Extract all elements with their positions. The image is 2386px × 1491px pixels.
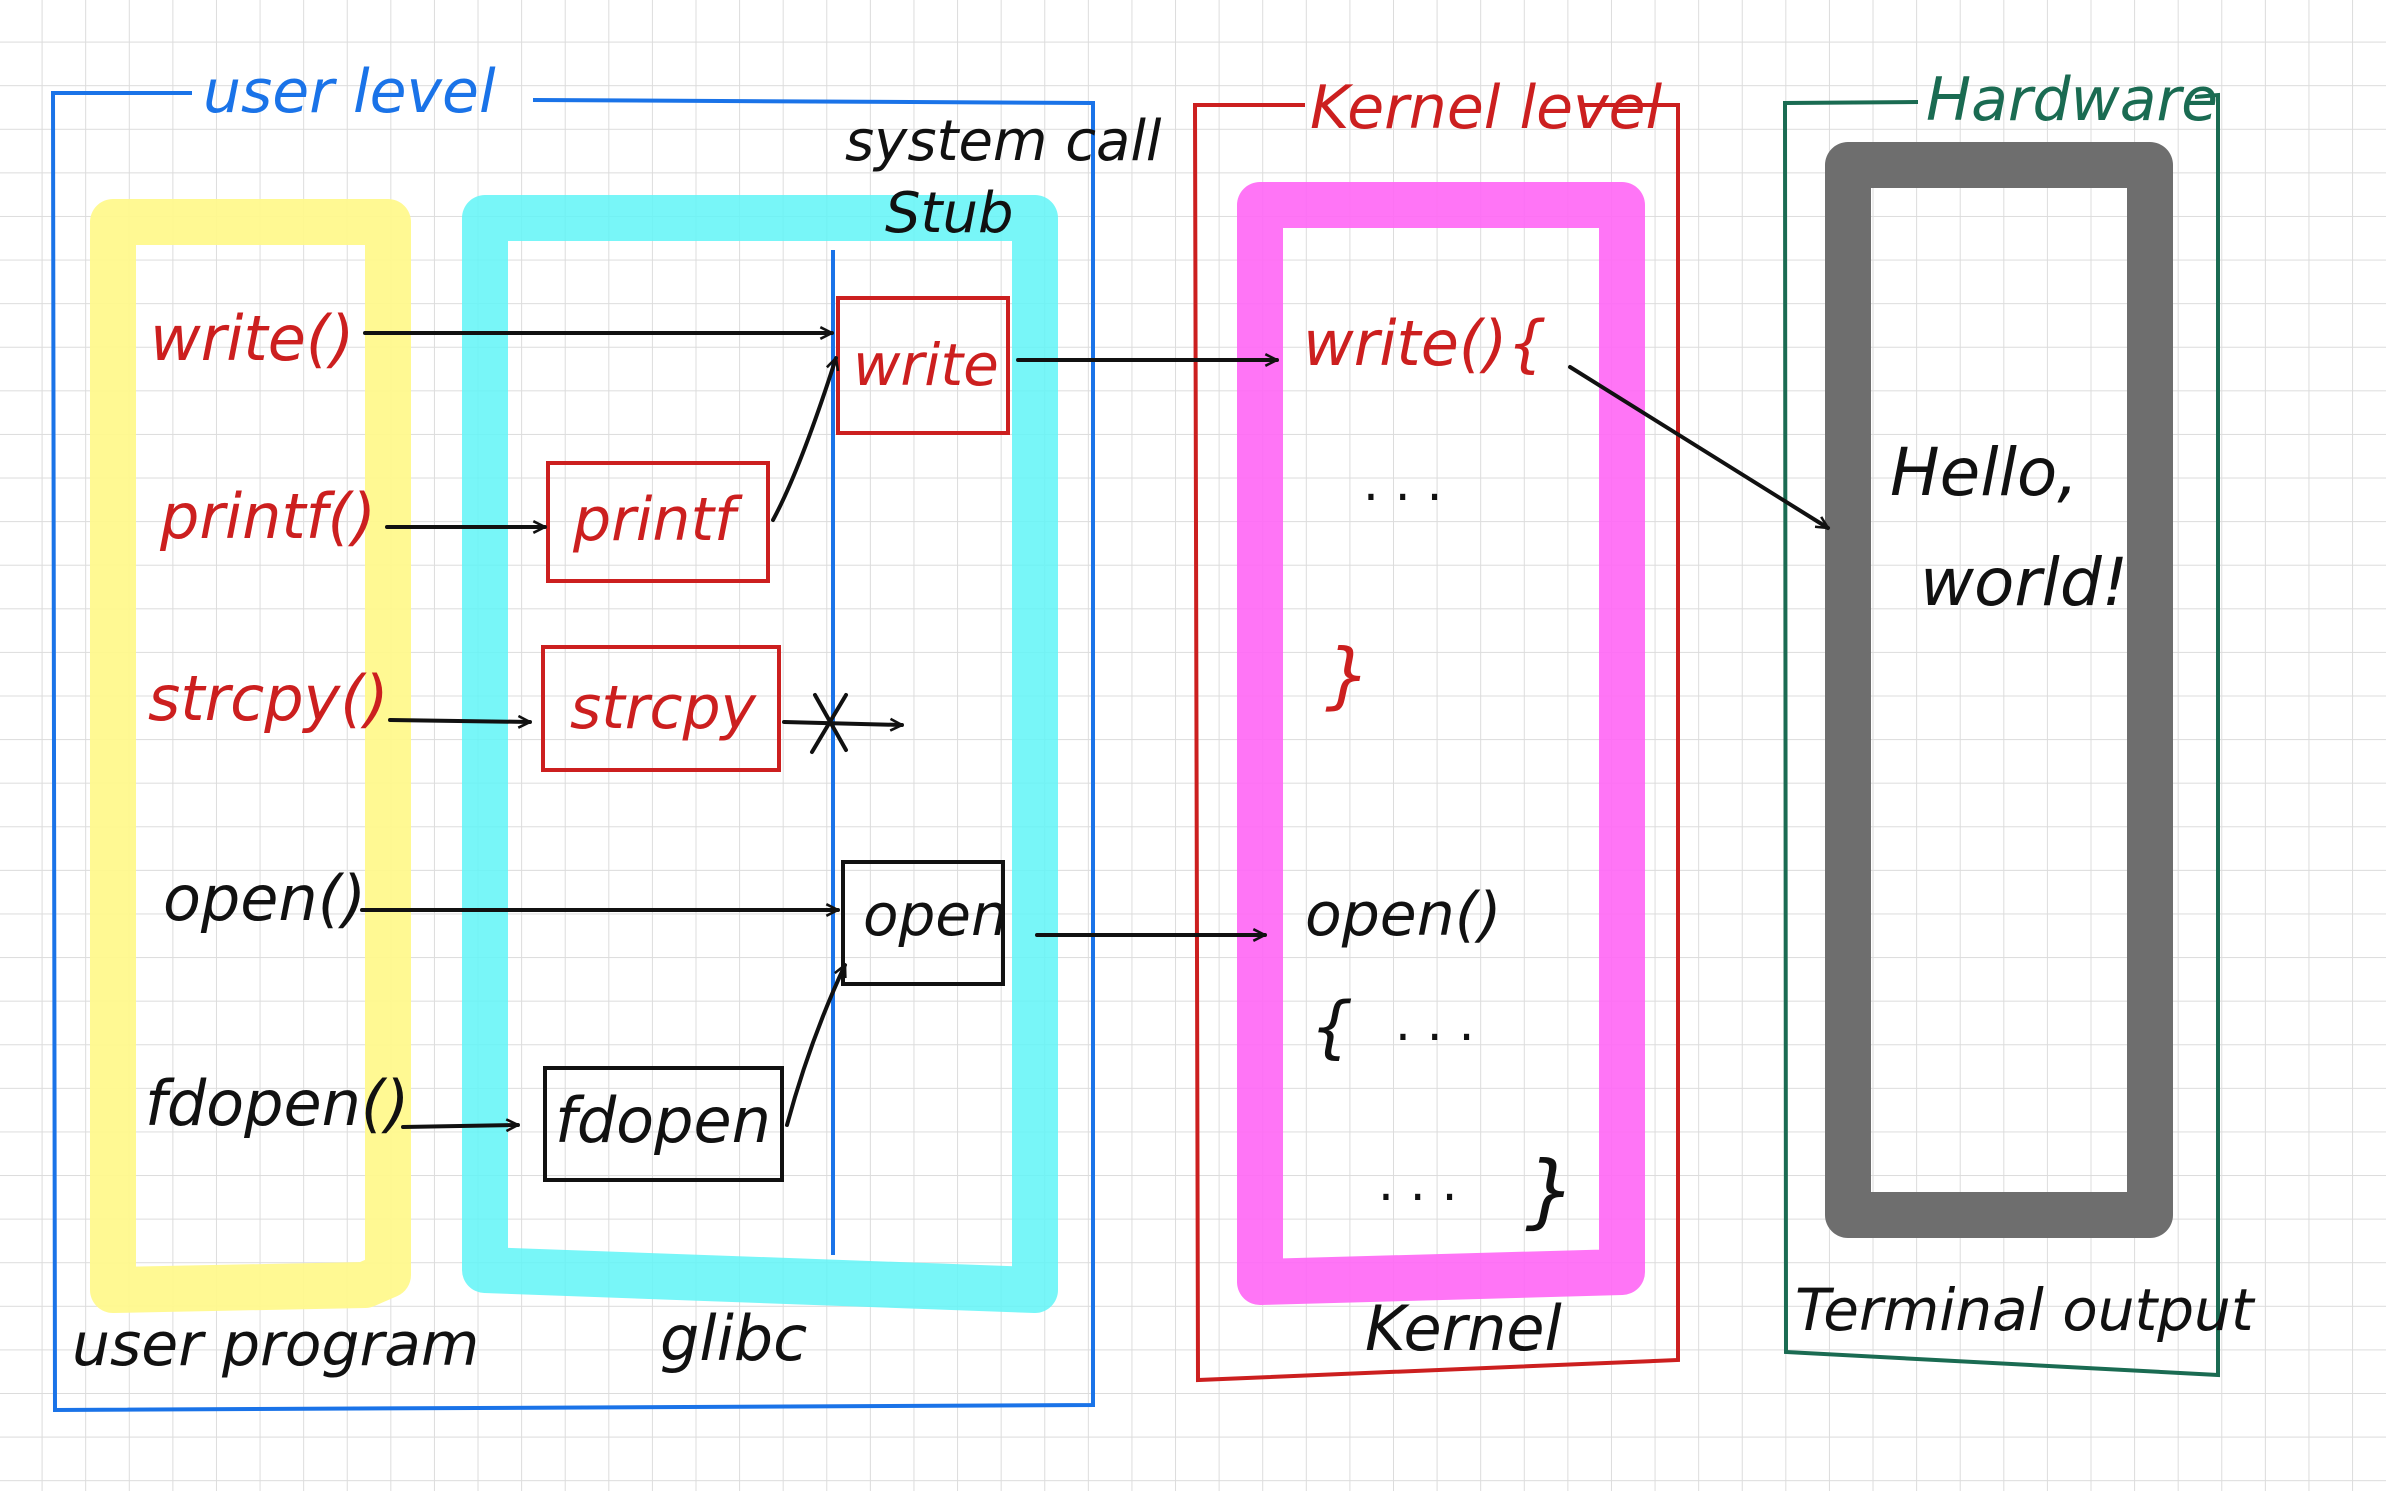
kernel-band — [1237, 182, 1645, 1305]
user-call-write: write() — [150, 302, 354, 375]
kernel-open-dots2: . . . — [1378, 1154, 1457, 1212]
arrow-kernel-to-terminal — [1568, 365, 1828, 530]
open-stub-box — [841, 860, 1005, 986]
blocked-x — [810, 693, 848, 754]
write-stub-label: write — [853, 331, 999, 399]
arrow-printf-to-write — [771, 358, 836, 522]
terminal-band — [1825, 142, 2173, 1238]
printf-box-label: printf — [572, 485, 743, 555]
kernel-open-close: } — [1525, 1144, 1576, 1237]
arrow-fdopen-to-open — [785, 965, 847, 1127]
hardware-title: Hardware — [1926, 65, 2218, 135]
hardware-frame — [1782, 92, 2220, 1378]
kernel-level-frame — [1192, 103, 1680, 1383]
glibc-band — [462, 195, 1058, 1313]
kernel-write-close: } — [1325, 633, 1371, 717]
strcpy-box — [541, 645, 781, 772]
kernel-open-brace: { — [1310, 988, 1353, 1067]
kernel-level-title: Kernel level — [1310, 73, 1662, 143]
kernel-label: Kernel — [1365, 1292, 1562, 1365]
open-stub-label: open — [863, 881, 1008, 949]
arrow-fdopen-to-glibc — [401, 1125, 520, 1127]
glibc-label: glibc — [660, 1302, 807, 1375]
arrow-strcpy-to-glibc — [388, 720, 532, 722]
arrows — [360, 333, 1828, 1127]
printf-box — [546, 461, 770, 583]
terminal-line1: Hello, — [1890, 434, 2078, 511]
user-call-open: open() — [163, 862, 366, 935]
fdopen-box-label: fdopen — [555, 1084, 771, 1157]
kernel-write-header: write(){ — [1303, 307, 1547, 380]
user-call-fdopen: fdopen() — [145, 1067, 409, 1140]
kernel-open-dots1: . . . — [1395, 994, 1474, 1052]
user-program-label: user program — [72, 1310, 479, 1380]
user-level-frame — [50, 91, 1095, 1413]
terminal-output-label: Terminal output — [1795, 1276, 2256, 1344]
kernel-write-dots: . . . — [1363, 454, 1442, 512]
stub-title-line1: system call — [845, 109, 1162, 174]
fdopen-box — [543, 1066, 784, 1182]
user-call-strcpy: strcpy() — [148, 662, 389, 735]
terminal-line2: world! — [1920, 544, 2128, 621]
kernel-open-header: open() — [1305, 880, 1502, 950]
user-call-printf: printf() — [159, 480, 376, 553]
user-program-band — [90, 199, 411, 1313]
strcpy-box-label: strcpy — [570, 673, 758, 743]
stub-title-line2: Stub — [885, 181, 1014, 246]
arrow-strcpy-blocked — [782, 722, 904, 725]
user-level-title: user level — [203, 57, 496, 127]
